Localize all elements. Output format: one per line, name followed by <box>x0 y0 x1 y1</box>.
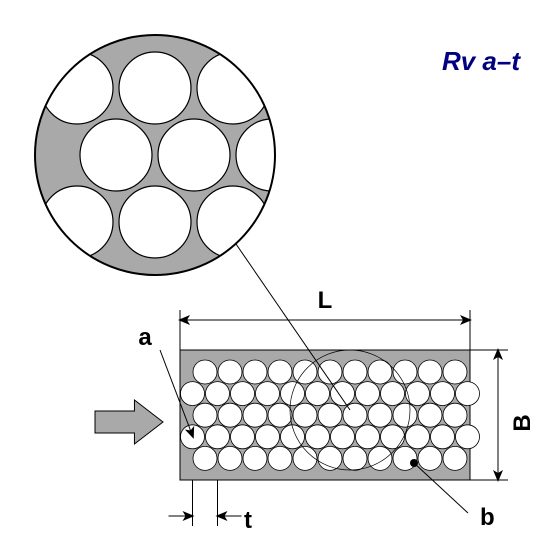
hole <box>293 360 317 384</box>
hole <box>443 446 467 470</box>
hole <box>268 360 292 384</box>
mag-hole <box>158 119 230 191</box>
hole <box>193 403 217 427</box>
hole <box>231 382 255 406</box>
hole <box>256 425 280 449</box>
hole <box>381 382 405 406</box>
hole <box>231 425 255 449</box>
hole <box>193 360 217 384</box>
hole <box>243 446 267 470</box>
hole <box>218 360 242 384</box>
mag-hole <box>119 52 191 124</box>
hole <box>343 446 367 470</box>
label-t: t <box>244 507 252 534</box>
hole <box>343 360 367 384</box>
hole <box>406 382 430 406</box>
hole <box>418 403 442 427</box>
hole <box>243 403 267 427</box>
hole <box>256 382 280 406</box>
hole <box>206 425 230 449</box>
hole <box>456 425 480 449</box>
hole <box>368 446 392 470</box>
hole <box>293 403 317 427</box>
label-a: a <box>138 324 152 351</box>
hole <box>431 425 455 449</box>
direction-arrow-icon <box>95 400 163 444</box>
hole <box>306 425 330 449</box>
hole <box>368 403 392 427</box>
hole <box>443 403 467 427</box>
hole <box>268 446 292 470</box>
perforated-sheet <box>180 350 480 480</box>
hole <box>318 403 342 427</box>
mag-hole <box>80 119 152 191</box>
hole <box>456 382 480 406</box>
hole <box>418 360 442 384</box>
hole <box>393 403 417 427</box>
mag-hole <box>119 186 191 258</box>
hole <box>331 382 355 406</box>
hole <box>418 446 442 470</box>
hole <box>181 382 205 406</box>
diagram-title: Rv a–t <box>442 46 521 76</box>
hole <box>406 425 430 449</box>
hole <box>356 382 380 406</box>
hole <box>331 425 355 449</box>
hole <box>356 425 380 449</box>
hole <box>268 403 292 427</box>
hole <box>218 446 242 470</box>
hole <box>343 403 367 427</box>
hole <box>193 446 217 470</box>
hole <box>218 403 242 427</box>
hole <box>381 425 405 449</box>
hole <box>443 360 467 384</box>
hole <box>281 425 305 449</box>
hole <box>243 360 267 384</box>
hole <box>306 382 330 406</box>
label-L: L <box>318 287 333 314</box>
hole <box>431 382 455 406</box>
hole <box>206 382 230 406</box>
label-b: b <box>480 504 495 531</box>
label-B: B <box>509 414 536 431</box>
